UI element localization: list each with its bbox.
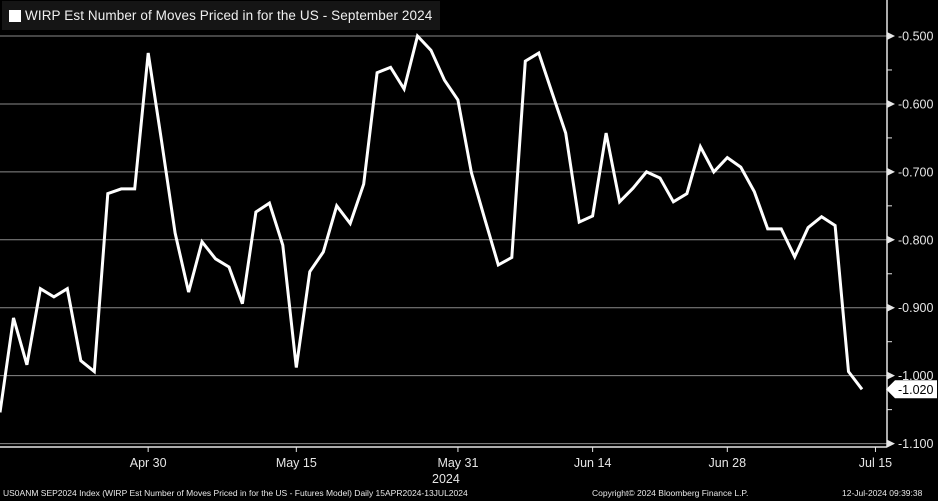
last-value-text: -1.020 bbox=[898, 383, 933, 397]
y-tick-label: -0.600 bbox=[898, 97, 933, 111]
y-tick-marker bbox=[887, 235, 895, 244]
x-year-label: 2024 bbox=[432, 472, 460, 486]
x-tick-label: Jul 15 bbox=[859, 456, 892, 470]
legend-label: WIRP Est Number of Moves Priced in for t… bbox=[25, 8, 433, 23]
last-value-label: -1.020 bbox=[886, 380, 937, 399]
last-value-box bbox=[886, 380, 937, 399]
y-tick-label: -0.900 bbox=[898, 301, 933, 315]
legend: WIRP Est Number of Moves Priced in for t… bbox=[2, 1, 441, 30]
y-axis: -0.500 -0.600 -0.700 -0.800 -0.900 -1.000 -1.1… bbox=[886, 0, 933, 451]
y-tick-label: -1.100 bbox=[898, 437, 933, 451]
y-tick-marker bbox=[887, 167, 895, 176]
x-tick-label: May 31 bbox=[437, 456, 478, 470]
data-points bbox=[0, 35, 863, 413]
footer-source: US0ANM SEP2024 Index (WIRP Est Number of… bbox=[3, 488, 468, 498]
footer-timestamp: 12-Jul-2024 09:39:38 bbox=[842, 488, 923, 498]
y-tick-marker bbox=[887, 99, 895, 108]
x-tick-label: Jun 14 bbox=[574, 456, 612, 470]
y-tick-label: -1.000 bbox=[898, 369, 933, 383]
y-tick-label: -0.500 bbox=[898, 30, 933, 44]
y-tick-marker bbox=[887, 32, 895, 41]
x-tick-label: May 15 bbox=[276, 456, 317, 470]
legend-swatch bbox=[9, 9, 21, 22]
x-axis: Apr 30 May 15 May 31 Jun 14 Jun 28 Jul 15 2024 bbox=[0, 446, 892, 486]
series-line bbox=[0, 32, 864, 413]
footer-copyright: Copyright© 2024 Bloomberg Finance L.P. bbox=[592, 488, 749, 498]
y-tick-marker bbox=[887, 371, 895, 380]
y-tick-marker bbox=[887, 303, 895, 312]
x-tick-label: Apr 30 bbox=[130, 456, 167, 470]
y-tick-label: -0.700 bbox=[898, 165, 933, 179]
x-tick-label: Jun 28 bbox=[709, 456, 747, 470]
y-tick-label: -0.800 bbox=[898, 233, 933, 247]
y-tick-marker bbox=[887, 439, 895, 448]
gridlines bbox=[0, 35, 887, 445]
